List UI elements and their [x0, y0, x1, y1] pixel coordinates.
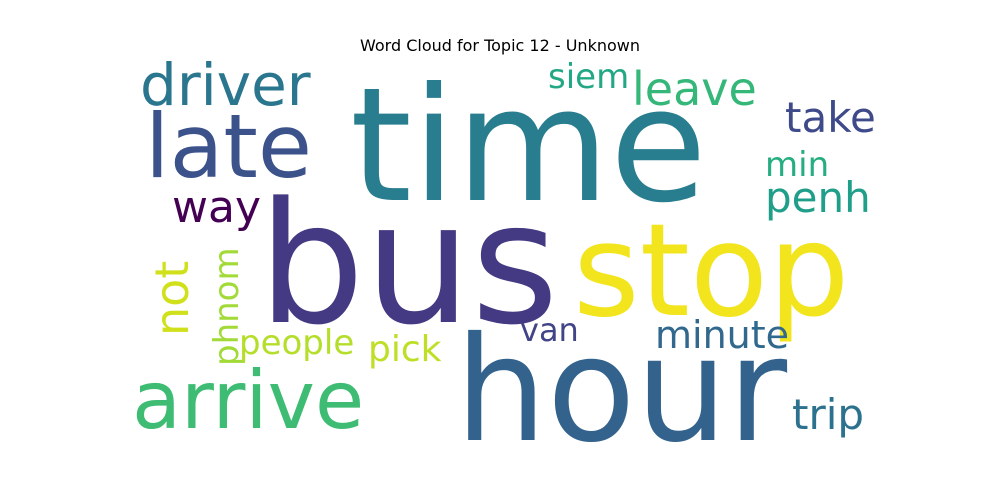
- word-way: way: [172, 182, 261, 233]
- word-time: time: [350, 54, 707, 238]
- word-not: not: [145, 261, 199, 336]
- word-take: take: [785, 93, 876, 142]
- chart-title: Word Cloud for Topic 12 - Unknown: [360, 36, 640, 55]
- word-minute: minute: [655, 313, 789, 357]
- word-leave: leave: [632, 62, 757, 116]
- word-people: people: [239, 323, 354, 363]
- word-bus: bus: [258, 166, 559, 362]
- word-siem: siem: [548, 57, 629, 97]
- word-hour: hour: [455, 306, 788, 475]
- word-trip: trip: [792, 390, 864, 439]
- word-driver: driver: [140, 51, 311, 119]
- word-min: min: [765, 145, 829, 185]
- word-van: van: [520, 311, 579, 349]
- word-penh: penh: [765, 173, 871, 222]
- word-phnom: phnom: [207, 247, 247, 366]
- word-late: late: [145, 95, 312, 198]
- word-arrive: arrive: [132, 354, 364, 447]
- word-pick: pick: [368, 329, 442, 370]
- word-stop: stop: [573, 197, 849, 346]
